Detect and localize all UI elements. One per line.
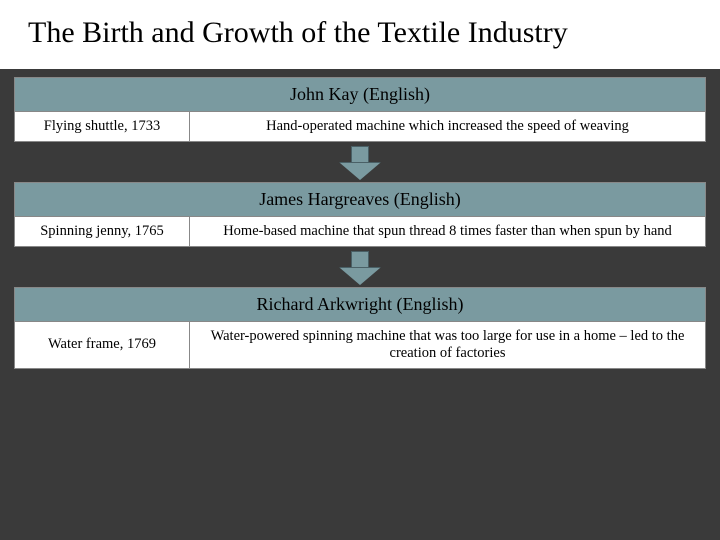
block-header: John Kay (English) bbox=[15, 78, 705, 112]
info-block-1: John Kay (English) Flying shuttle, 1733 … bbox=[14, 77, 706, 142]
block-header: James Hargreaves (English) bbox=[15, 183, 705, 217]
description-cell: Hand-operated machine which increased th… bbox=[190, 112, 705, 141]
invention-cell: Water frame, 1769 bbox=[15, 322, 190, 368]
block-body: Spinning jenny, 1765 Home-based machine … bbox=[15, 217, 705, 246]
invention-cell: Flying shuttle, 1733 bbox=[15, 112, 190, 141]
arrow-down bbox=[0, 251, 720, 285]
info-block-2: James Hargreaves (English) Spinning jenn… bbox=[14, 182, 706, 247]
description-cell: Water-powered spinning machine that was … bbox=[190, 322, 705, 368]
block-body: Water frame, 1769 Water-powered spinning… bbox=[15, 322, 705, 368]
description-cell: Home-based machine that spun thread 8 ti… bbox=[190, 217, 705, 246]
block-body: Flying shuttle, 1733 Hand-operated machi… bbox=[15, 112, 705, 141]
info-block-3: Richard Arkwright (English) Water frame,… bbox=[14, 287, 706, 369]
block-header: Richard Arkwright (English) bbox=[15, 288, 705, 322]
invention-cell: Spinning jenny, 1765 bbox=[15, 217, 190, 246]
title-area: The Birth and Growth of the Textile Indu… bbox=[0, 0, 720, 69]
arrow-down bbox=[0, 146, 720, 180]
page-title: The Birth and Growth of the Textile Indu… bbox=[28, 16, 692, 51]
